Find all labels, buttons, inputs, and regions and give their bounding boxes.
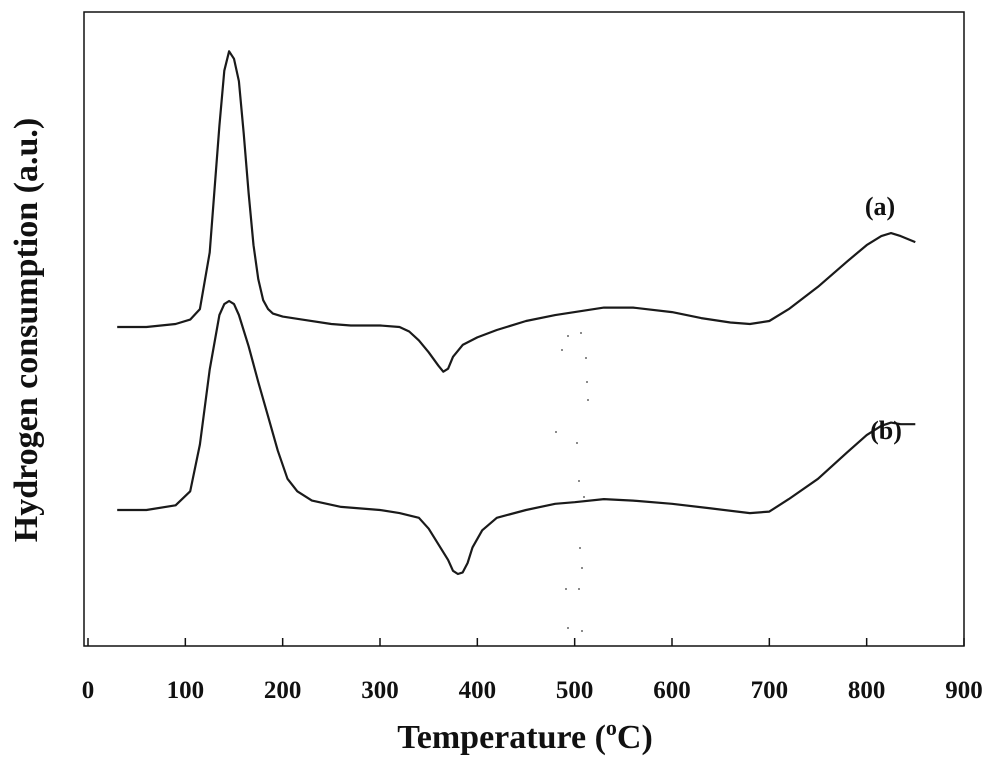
x-tick-label: 300 xyxy=(361,677,399,704)
series-lines xyxy=(117,50,916,576)
stray-dot xyxy=(578,588,580,590)
x-axis-ticks xyxy=(87,638,965,646)
x-tick-label: 400 xyxy=(459,677,497,704)
x-tick-label: 200 xyxy=(264,677,302,704)
y-axis-title: Hydrogen consumption (a.u.) xyxy=(8,118,45,542)
stray-dot xyxy=(581,567,583,569)
x-tick-label: 100 xyxy=(167,677,205,704)
plot-frame xyxy=(83,11,965,647)
stray-dot xyxy=(576,442,578,444)
stray-dot xyxy=(580,332,582,334)
stray-dot xyxy=(578,480,580,482)
stray-dot xyxy=(561,349,563,351)
stray-dot xyxy=(567,335,569,337)
x-axis-title: Temperature (oC) xyxy=(397,715,653,756)
series-line-a xyxy=(117,50,916,373)
stray-dot xyxy=(583,496,585,498)
x-tick-label: 900 xyxy=(945,677,983,704)
stray-dot xyxy=(555,431,557,433)
x-tick-label: 500 xyxy=(556,677,594,704)
series-labels: (a) (b) xyxy=(865,192,902,445)
series-label-a: (a) xyxy=(865,192,895,221)
stray-dot xyxy=(567,627,569,629)
x-tick-label: 800 xyxy=(848,677,886,704)
x-tick-label: 0 xyxy=(82,677,95,704)
series-line-b xyxy=(117,299,916,576)
stray-dot xyxy=(579,547,581,549)
x-tick-label: 600 xyxy=(653,677,691,704)
x-tick-label: 700 xyxy=(751,677,789,704)
series-label-b: (b) xyxy=(870,416,902,445)
stray-dots xyxy=(555,332,589,632)
stray-dot xyxy=(581,630,583,632)
stray-dot xyxy=(587,399,589,401)
stray-dot xyxy=(586,381,588,383)
x-axis-tick-labels: 0 100 200 300 400 500 600 700 800 900 xyxy=(82,677,983,704)
stray-dot xyxy=(585,357,587,359)
stray-dot xyxy=(565,588,567,590)
